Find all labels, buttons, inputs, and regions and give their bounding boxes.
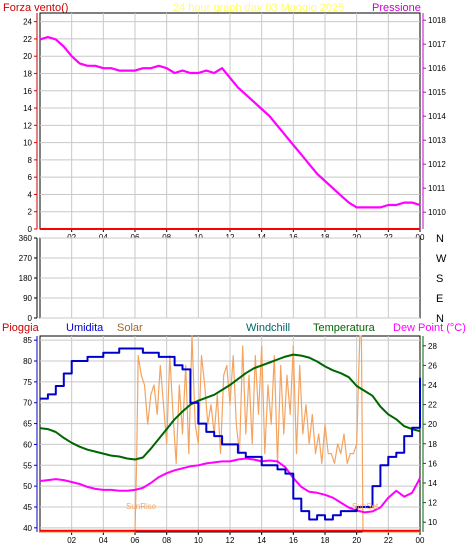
series-temperature-line [39, 353, 421, 461]
label-umidita: Umidita [66, 322, 104, 334]
sunset-label: SunSet [352, 502, 379, 511]
y-tick-label: 50 [23, 482, 32, 491]
y-tick-label: 10 [23, 139, 32, 148]
bottom-right-axis: 10 12 14 16 18 20 22 24 26 28 [422, 336, 437, 532]
direction-label: E [436, 293, 443, 305]
label-dewpoint: Dew Point (°C) [393, 322, 466, 334]
y2-tick-label: 14 [428, 479, 437, 488]
y-tick-label: 12 [23, 121, 32, 130]
y-tick-label: 40 [23, 524, 32, 533]
header-pressure-label: Pressione [372, 2, 421, 14]
y2-tick-label: 10 [428, 518, 437, 527]
y-tick-label: 75 [23, 378, 32, 387]
y2-tick-label: 1011 [428, 184, 446, 193]
bottom-x-axis: 02 04 06 08 10 12 14 16 18 20 22 00 [67, 532, 425, 545]
y2-tick-label: 1014 [428, 112, 446, 121]
header-title: 24 hour graph day 03 Maggio 2025 [173, 2, 344, 14]
y-tick-label: 16 [23, 87, 32, 96]
x-tick-label: 10 [194, 536, 203, 545]
y2-tick-label: 20 [428, 420, 437, 429]
series-solar-line [40, 335, 420, 533]
y2-tick-label: 1013 [428, 136, 446, 145]
top-series [39, 35, 421, 230]
y2-tick-label: 26 [428, 361, 437, 370]
y-tick-label: 24 [23, 18, 32, 27]
direction-label: S [436, 273, 443, 285]
y2-tick-label: 16 [428, 459, 437, 468]
x-tick-label: 18 [321, 536, 330, 545]
y-tick-label: 90 [23, 294, 32, 303]
y2-tick-label: 18 [428, 440, 437, 449]
y-tick-label: 6 [28, 173, 33, 182]
y2-tick-label: 1017 [428, 40, 446, 49]
mid-left-axis: 0 90 180 270 360 [19, 234, 38, 323]
y-tick-label: 60 [23, 440, 32, 449]
x-tick-label: 22 [384, 536, 393, 545]
x-tick-label: 04 [99, 536, 108, 545]
y-tick-label: 80 [23, 357, 32, 366]
x-tick-label: 12 [226, 536, 235, 545]
y2-tick-label: 12 [428, 499, 437, 508]
bottom-series [39, 335, 421, 533]
direction-label: W [436, 253, 447, 265]
top-right-axis: 1010 1011 1012 1013 1014 1015 1016 1017 1018 [422, 13, 446, 229]
y-tick-label: 85 [23, 336, 32, 345]
header-wind-label: Forza vento() [3, 2, 68, 14]
y-tick-label: 55 [23, 461, 32, 470]
direction-label: N [436, 313, 444, 325]
y-tick-label: 2 [28, 208, 33, 217]
y2-tick-label: 1010 [428, 208, 446, 217]
y-tick-label: 0 [28, 225, 33, 234]
x-tick-label: 14 [257, 536, 266, 545]
x-tick-label: 02 [67, 536, 76, 545]
y-tick-label: 65 [23, 420, 32, 429]
x-tick-label: 00 [416, 536, 425, 545]
top-grid [40, 13, 420, 230]
y-tick-label: 4 [28, 190, 33, 199]
y2-tick-label: 22 [428, 401, 437, 410]
y-tick-label: 22 [23, 35, 32, 44]
bottom-left-axis: 40 45 50 55 60 65 70 75 80 85 [23, 336, 38, 533]
y-tick-label: 18 [23, 69, 32, 78]
y2-tick-label: 24 [428, 381, 437, 390]
y-tick-label: 20 [23, 52, 32, 61]
label-pioggia: Pioggia [2, 322, 40, 334]
x-tick-label: 16 [289, 536, 298, 545]
x-tick-label: 20 [352, 536, 361, 545]
label-temperatura: Temperatura [313, 322, 376, 334]
mid-grid [40, 237, 420, 319]
y2-tick-label: 1012 [428, 160, 446, 169]
y-tick-label: 180 [19, 274, 33, 283]
y-tick-label: 0 [28, 314, 33, 323]
y-tick-label: 70 [23, 399, 32, 408]
series-humidity-line [40, 347, 421, 521]
y2-tick-label: 1015 [428, 88, 446, 97]
label-solar: Solar [117, 322, 143, 334]
x-tick-label: 06 [131, 536, 140, 545]
y-tick-label: 14 [23, 104, 32, 113]
x-tick-label: 08 [162, 536, 171, 545]
direction-label: N [436, 233, 444, 245]
y2-tick-label: 28 [428, 342, 437, 351]
y-tick-label: 45 [23, 503, 32, 512]
y-tick-label: 270 [19, 254, 33, 263]
label-windchill: Windchill [246, 322, 290, 334]
y2-tick-label: 1016 [428, 64, 446, 73]
sunrise-label: SunRise [126, 502, 157, 511]
y-tick-label: 8 [28, 156, 33, 165]
y2-tick-label: 1018 [428, 16, 446, 25]
y-tick-label: 360 [19, 234, 33, 243]
series-pressure-line [39, 35, 421, 209]
